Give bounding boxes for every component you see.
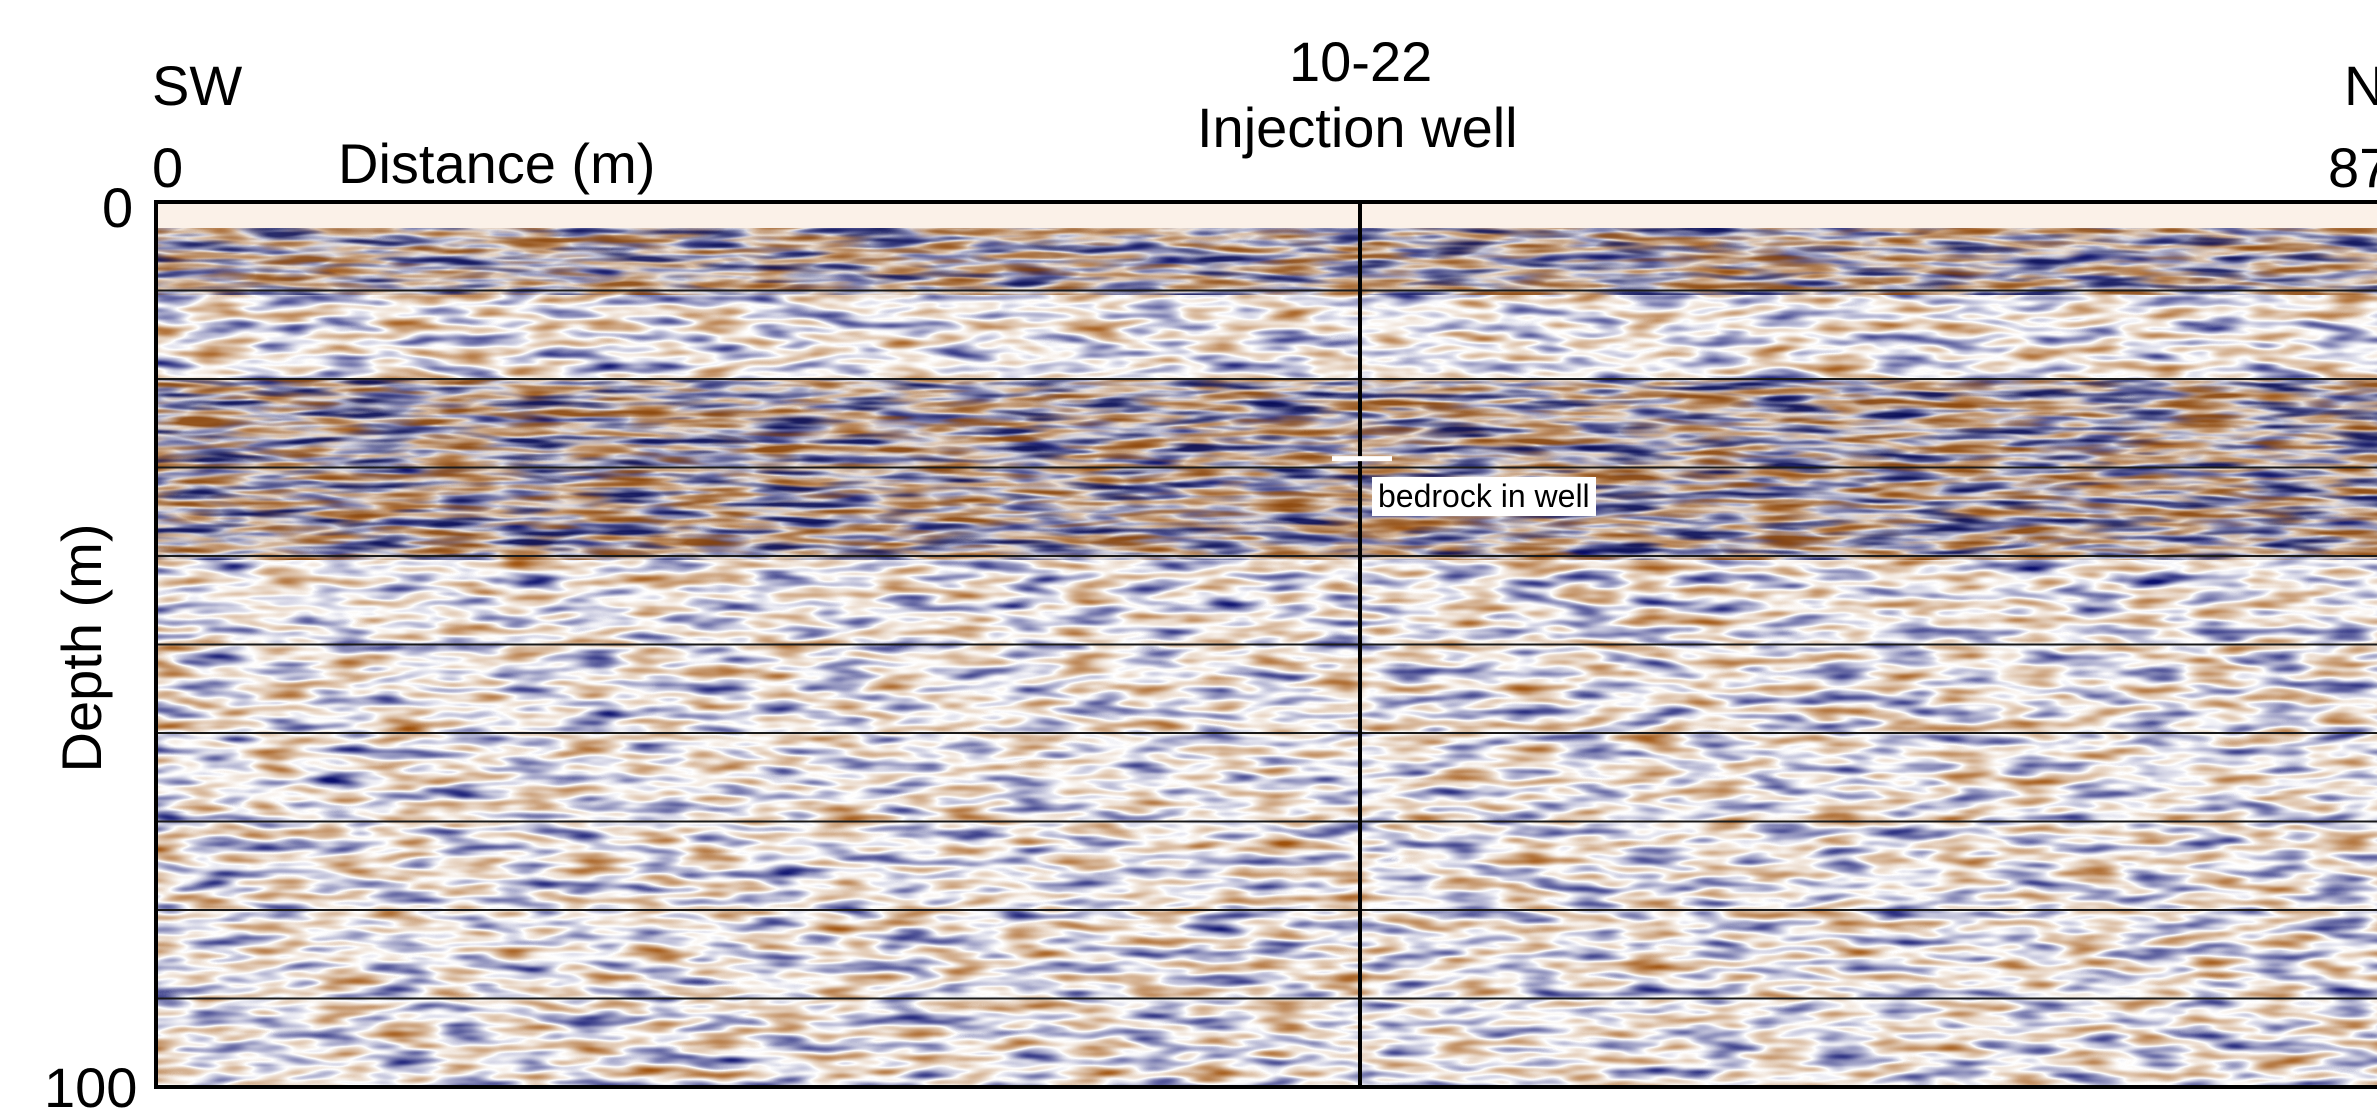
near-surface-reflector-band: [156, 225, 2377, 295]
y-axis-end-tick: 100: [44, 1056, 138, 1119]
depth-gridlines: [156, 289, 2377, 1000]
y-axis-label: Depth (m): [50, 523, 113, 773]
direction-label-n: N: [2344, 54, 2377, 117]
x-axis-start-tick: 0: [152, 136, 184, 199]
x-axis-end-tick: 87: [2328, 136, 2377, 199]
bedrock-reflector-band: [156, 380, 2377, 560]
x-axis-label: Distance (m): [338, 132, 656, 195]
well-number-label: 10-22: [1289, 30, 1433, 93]
surface-fade: [156, 202, 2377, 228]
radargram-profile: [154, 200, 2377, 1089]
bedrock-annotation-label: bedrock in well: [1372, 476, 1596, 516]
radar-texture: [156, 225, 2377, 1089]
direction-label-sw: SW: [152, 54, 243, 117]
y-axis-start-tick: 0: [102, 176, 134, 239]
well-name-label: Injection well: [1197, 96, 1518, 159]
